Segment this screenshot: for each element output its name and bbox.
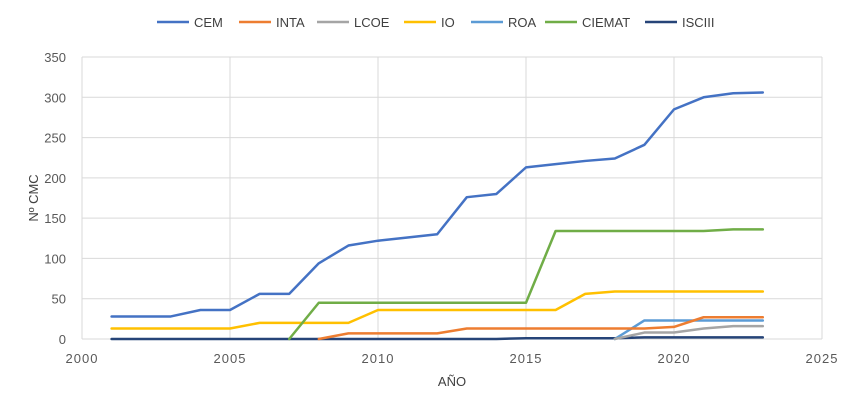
y-tick-labels: 0 50 100 150 200 250 300 350 (44, 50, 66, 347)
legend-label-inta: INTA (276, 15, 305, 30)
y-tick-label: 200 (44, 171, 66, 186)
y-tick-label: 250 (44, 131, 66, 146)
series-line-io (110, 290, 765, 330)
grid (81, 56, 823, 340)
series-line-inta (317, 316, 765, 341)
series-line-lcoe (613, 324, 765, 341)
y-tick-label: 350 (44, 50, 66, 65)
series-line-ciemat (287, 228, 765, 341)
x-tick-label: 2000 (66, 351, 99, 366)
series-line-roa (613, 319, 765, 341)
legend: CEM INTA LCOE IO ROA CIEMAT ISCIII (157, 15, 715, 30)
y-tick-label: 0 (59, 332, 66, 347)
x-tick-labels: 2000 2005 2010 2015 2020 2025 (66, 351, 839, 366)
legend-label-ciemat: CIEMAT (582, 15, 630, 30)
x-tick-label: 2010 (362, 351, 395, 366)
y-axis-title: Nº CMC (26, 174, 41, 221)
series-lines (110, 91, 765, 341)
y-tick-label: 300 (44, 90, 66, 105)
x-axis-title: AÑO (438, 374, 466, 389)
legend-label-isciii: ISCIII (682, 15, 715, 30)
x-tick-label: 2005 (214, 351, 247, 366)
y-tick-label: 100 (44, 251, 66, 266)
x-tick-label: 2020 (658, 351, 691, 366)
x-tick-label: 2025 (806, 351, 839, 366)
legend-label-roa: ROA (508, 15, 537, 30)
y-tick-label: 50 (52, 292, 66, 307)
series-line-cem (110, 91, 765, 318)
x-tick-label: 2015 (510, 351, 543, 366)
legend-label-lcoe: LCOE (354, 15, 390, 30)
legend-label-io: IO (441, 15, 455, 30)
y-tick-label: 150 (44, 211, 66, 226)
legend-label-cem: CEM (194, 15, 223, 30)
